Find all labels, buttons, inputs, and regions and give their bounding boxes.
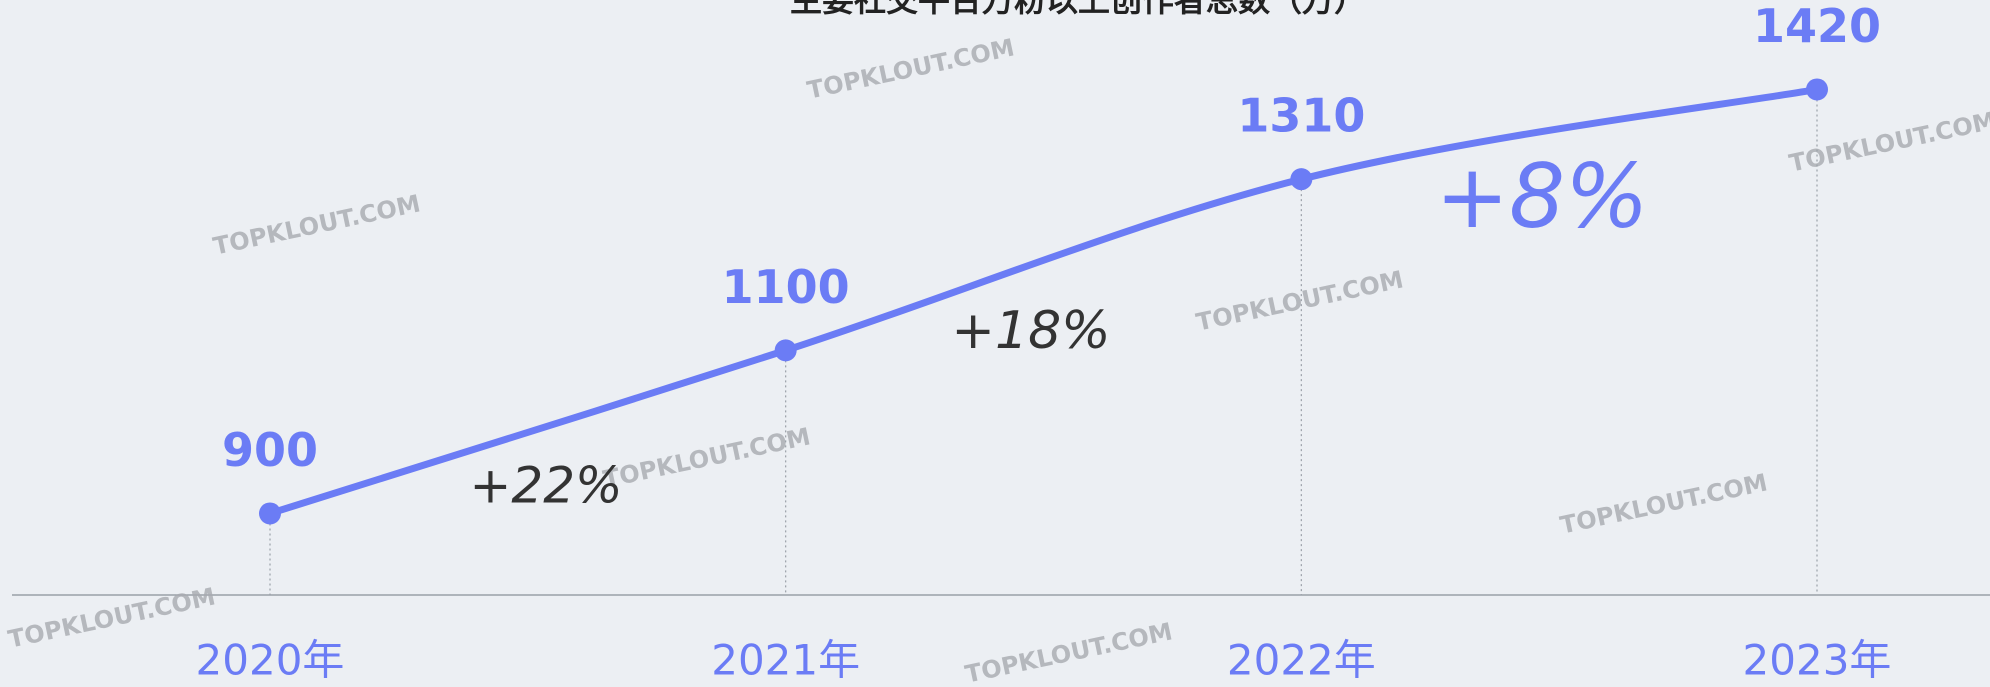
point (1806, 78, 1828, 101)
x-tick-label: 2020年 (196, 636, 345, 685)
x-tick-label: 2022年 (1227, 636, 1376, 685)
annotation: +22% (469, 457, 622, 515)
point (259, 502, 281, 525)
x-tick-label: 2023年 (1743, 636, 1892, 685)
point (1290, 168, 1313, 191)
data-label: 1420 (1753, 0, 1881, 53)
point (774, 339, 797, 362)
data-label: 900 (222, 423, 318, 477)
annotation: +18% (951, 301, 1110, 361)
line (266, 85, 1821, 517)
data-label: 1100 (722, 260, 850, 314)
chart-title: 主要社交平台万粉以上创作者总数（万） (790, 0, 1366, 19)
x-tick-label: 2021年 (711, 636, 860, 685)
data-label: 1310 (1237, 89, 1365, 143)
annotation: +8% (1435, 145, 1648, 248)
